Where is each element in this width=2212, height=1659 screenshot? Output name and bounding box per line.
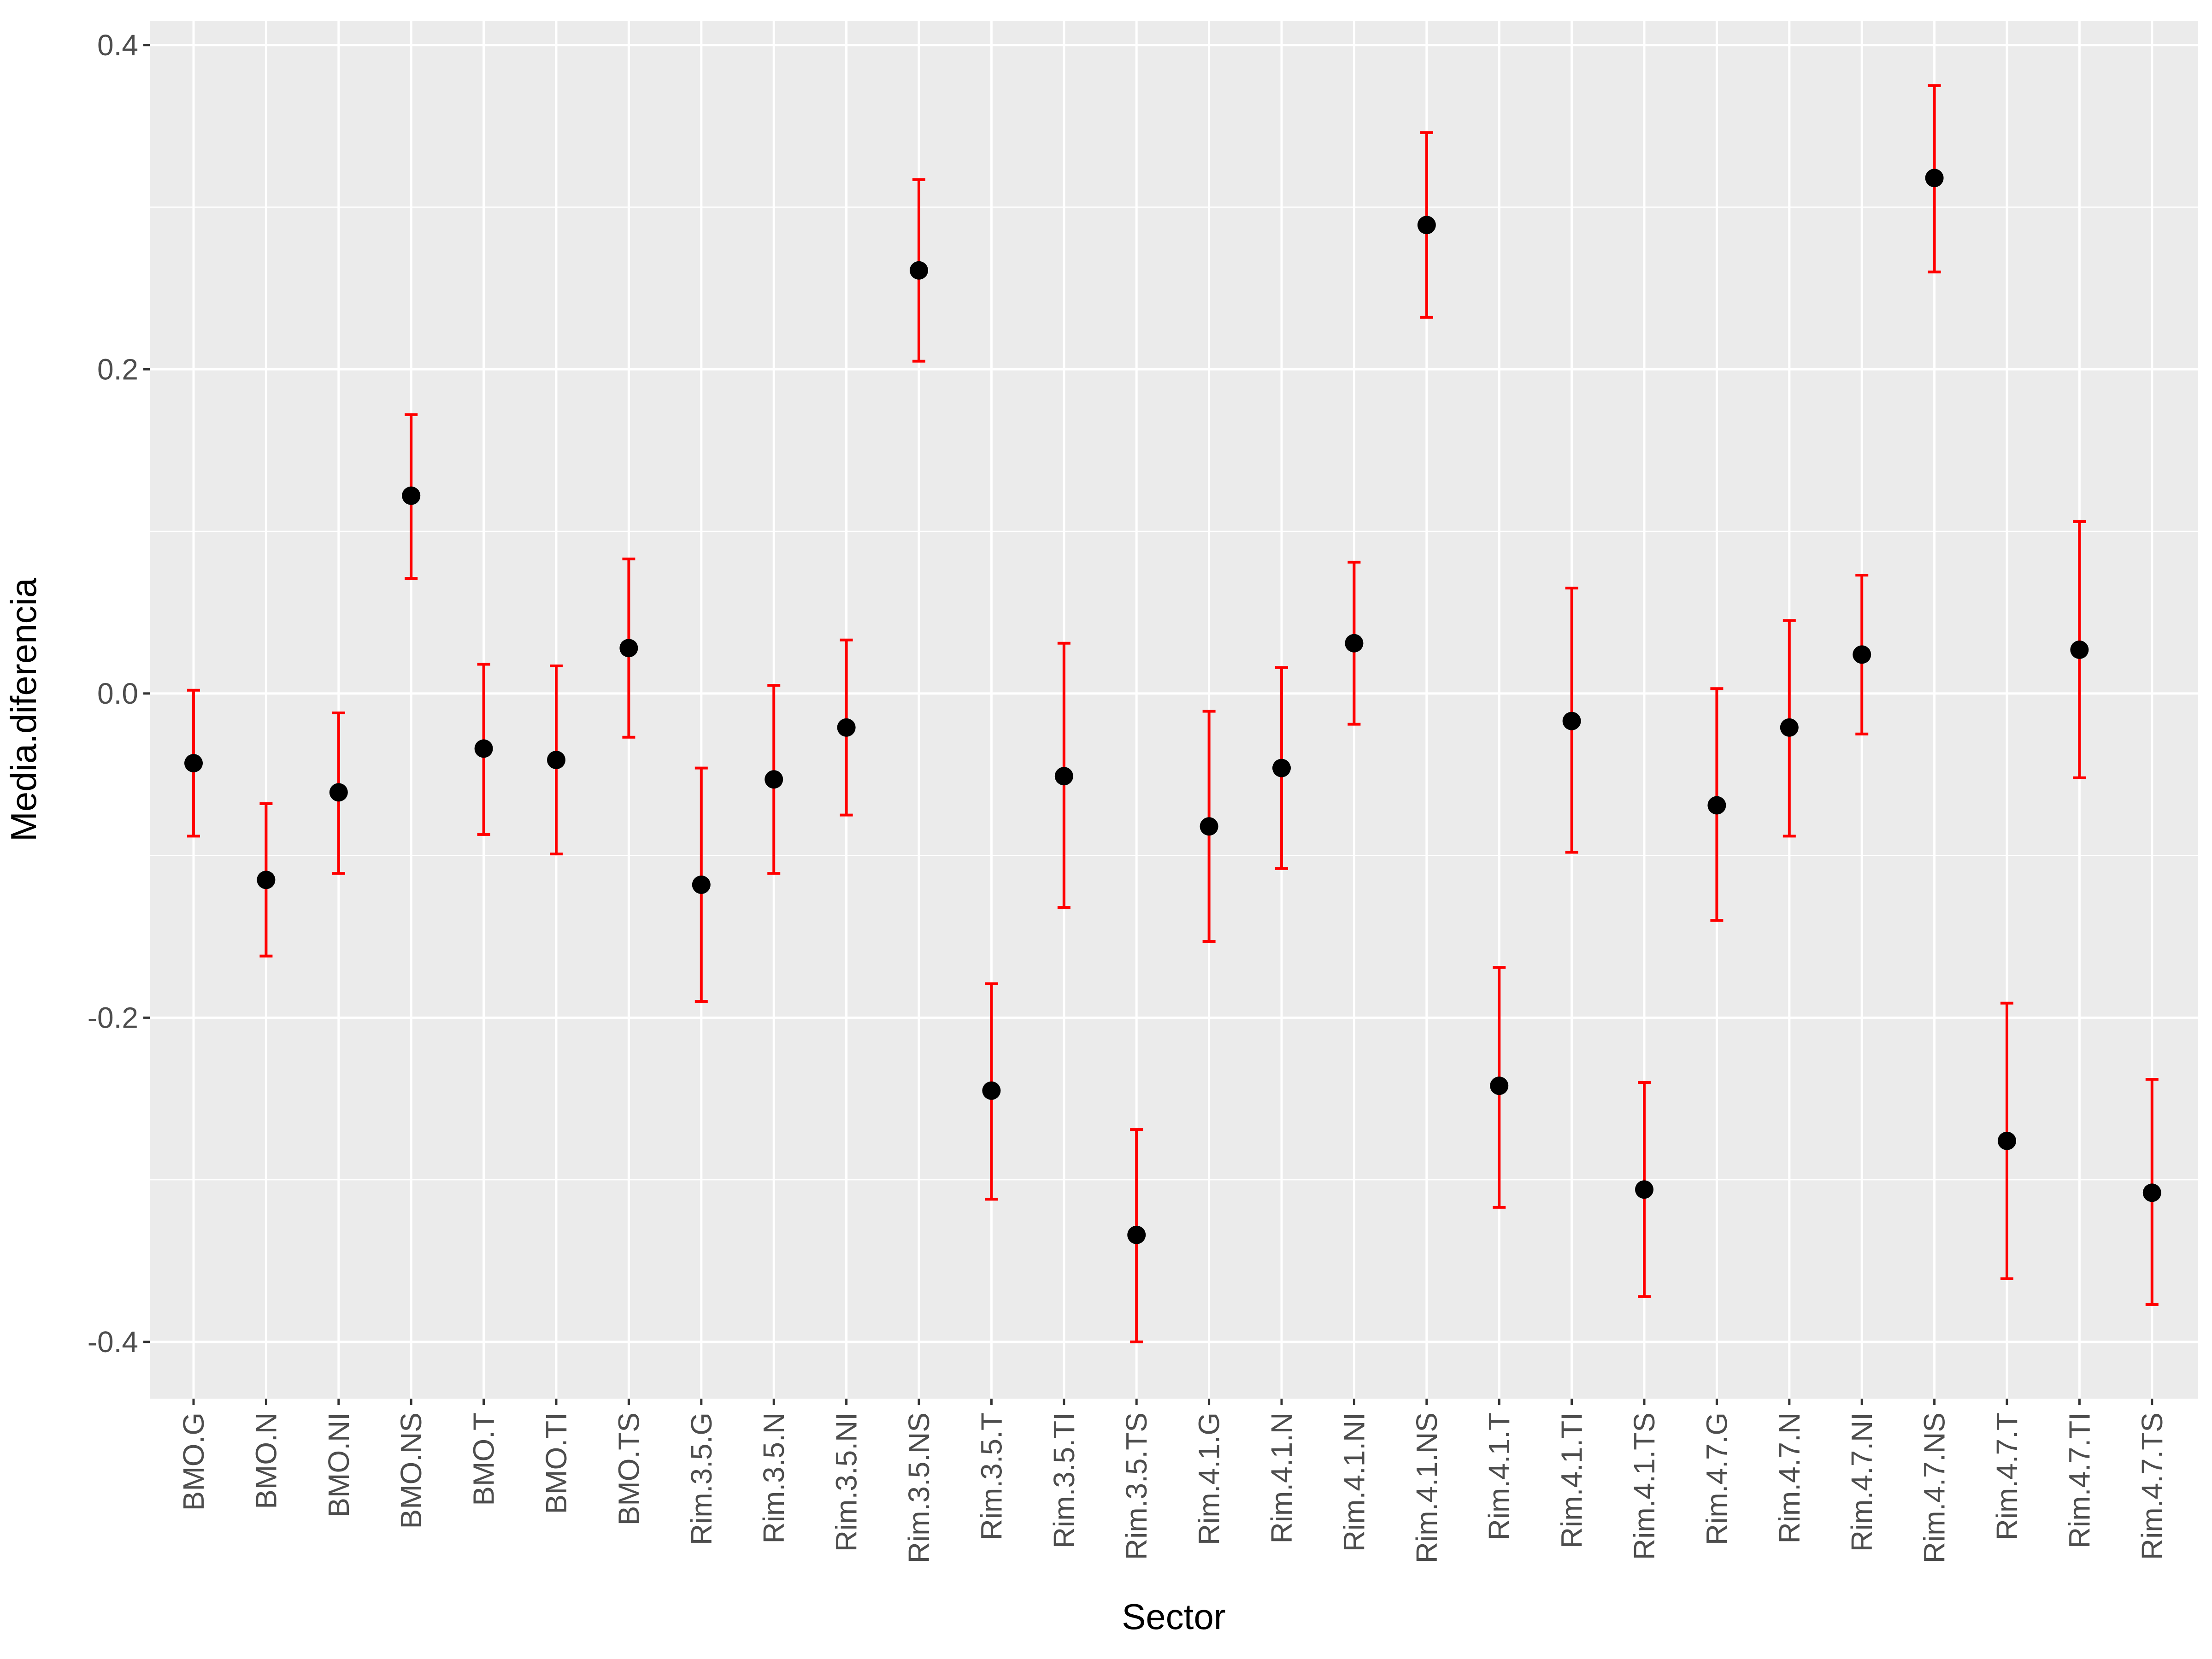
point-Rim.4.7.G <box>1707 796 1726 815</box>
point-BMO.TI <box>547 751 565 770</box>
point-Rim.4.7.TS <box>2142 1183 2161 1202</box>
x-tick-label: BMO.T <box>467 1412 500 1506</box>
x-tick-label: Rim.3.5.TI <box>1047 1412 1081 1548</box>
point-Rim.3.5.T <box>982 1081 1001 1100</box>
y-tick-label: -0.4 <box>88 1325 138 1359</box>
x-tick-label: BMO.G <box>177 1412 210 1511</box>
x-axis-title: Sector <box>1122 1596 1225 1637</box>
point-Rim.4.1.TI <box>1562 712 1581 730</box>
point-Rim.4.1.T <box>1490 1077 1509 1095</box>
point-Rim.3.5.N <box>765 770 783 789</box>
x-tick-label: BMO.TS <box>612 1412 645 1525</box>
point-Rim.4.7.N <box>1780 718 1799 737</box>
plot-panel <box>150 21 2198 1399</box>
x-tick-label: Rim.3.5.NS <box>902 1412 935 1563</box>
y-axis-title: Media.diferencia <box>3 577 44 841</box>
x-tick-label: Rim.4.1.T <box>1483 1412 1516 1540</box>
y-tick-label: 0.0 <box>97 677 138 710</box>
point-BMO.N <box>257 871 276 889</box>
x-tick-label: BMO.NS <box>394 1412 428 1529</box>
x-tick-label: Rim.4.1.NS <box>1410 1412 1443 1563</box>
x-tick-label: Rim.4.1.TI <box>1555 1412 1588 1548</box>
x-axis: BMO.G BMO.N BMO.NI BMO.NS BMO.T BMO.TI BMO.TS R… <box>177 1399 2169 1563</box>
x-tick-label: Rim.3.5.NI <box>830 1412 863 1552</box>
y-axis: -0.4 -0.2 0.0 0.2 0.4 <box>88 29 150 1359</box>
point-Rim.4.7.NS <box>1925 169 1944 188</box>
marks <box>184 84 2161 1343</box>
x-tick-label: Rim.4.7.TS <box>2136 1412 2169 1560</box>
point-Rim.3.5.G <box>692 875 711 894</box>
point-Rim.4.7.NI <box>1853 645 1871 664</box>
point-Rim.4.1.G <box>1200 817 1218 836</box>
point-Rim.4.1.TS <box>1635 1180 1653 1199</box>
point-Rim.4.7.T <box>1998 1131 2016 1150</box>
x-tick-label: Rim.4.1.N <box>1265 1412 1298 1544</box>
point-Rim.3.5.NS <box>910 261 928 280</box>
point-BMO.T <box>474 739 493 758</box>
x-tick-label: Rim.4.1.G <box>1193 1412 1226 1545</box>
point-Rim.3.5.TS <box>1127 1225 1146 1244</box>
point-Rim.3.5.NI <box>837 718 856 737</box>
y-tick-label: 0.4 <box>97 29 138 62</box>
point-Rim.4.1.NS <box>1417 216 1436 235</box>
point-BMO.G <box>184 754 203 773</box>
x-tick-label: Rim.4.7.TI <box>2063 1412 2096 1548</box>
point-Rim.4.1.N <box>1272 759 1291 777</box>
point-BMO.NS <box>402 486 421 505</box>
x-tick-label: Rim.4.7.T <box>1990 1412 2024 1540</box>
y-tick-label: 0.2 <box>97 353 138 386</box>
x-tick-label: BMO.TI <box>540 1412 573 1514</box>
x-tick-label: Rim.3.5.T <box>975 1412 1008 1540</box>
point-Rim.4.1.NI <box>1345 634 1364 653</box>
point-BMO.NI <box>329 783 348 802</box>
point-Rim.4.7.TI <box>2070 640 2089 659</box>
x-tick-label: Rim.4.7.G <box>1700 1412 1733 1545</box>
x-tick-label: BMO.N <box>249 1412 282 1509</box>
x-tick-label: Rim.4.1.TS <box>1628 1412 1661 1560</box>
x-tick-label: Rim.4.1.NI <box>1337 1412 1371 1552</box>
point-BMO.TS <box>619 639 638 658</box>
x-tick-label: Rim.3.5.TS <box>1120 1412 1153 1560</box>
grid-minor <box>150 206 2198 1181</box>
x-tick-label: Rim.4.7.NI <box>1845 1412 1878 1552</box>
y-tick-label: -0.2 <box>88 1001 138 1034</box>
x-tick-label: Rim.3.5.G <box>685 1412 718 1545</box>
x-tick-label: BMO.NI <box>322 1412 355 1518</box>
x-tick-label: Rim.4.7.NS <box>1918 1412 1951 1563</box>
point-Rim.3.5.TI <box>1054 767 1073 786</box>
x-tick-label: Rim.3.5.N <box>757 1412 790 1544</box>
x-tick-label: Rim.4.7.N <box>1773 1412 1806 1544</box>
